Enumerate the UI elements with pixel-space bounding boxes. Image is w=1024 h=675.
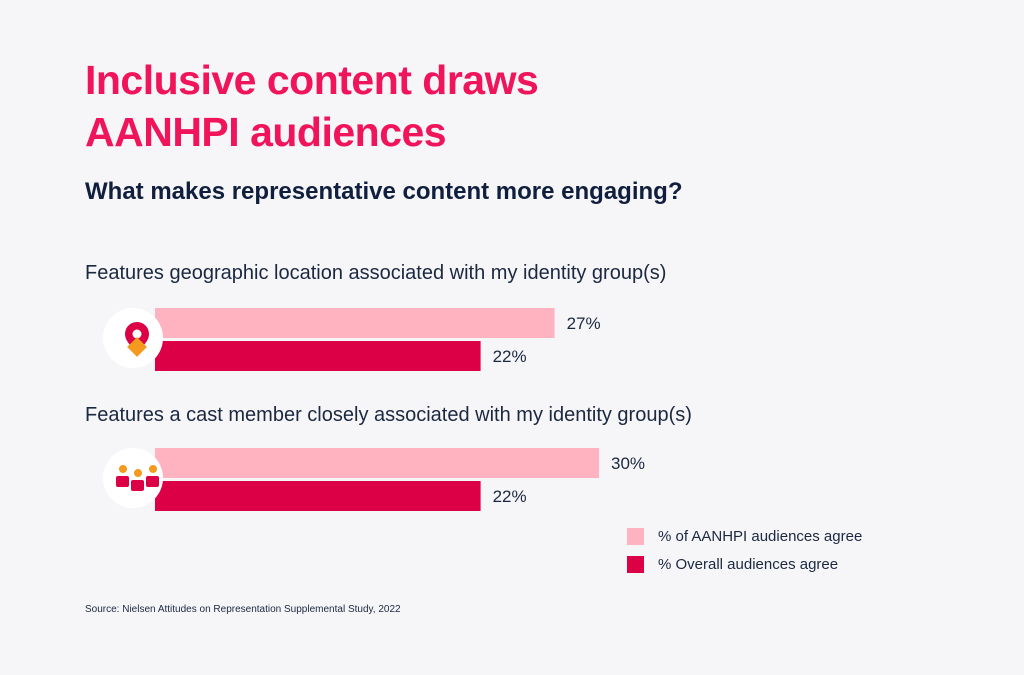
legend-item-overall: % Overall audiences agree bbox=[627, 550, 862, 578]
bar-cast-member-overall bbox=[155, 481, 481, 511]
bars-layer: 27% 22% 30% 22% bbox=[155, 308, 645, 511]
value-label-geographic-aanhpi: 27% bbox=[567, 314, 601, 333]
legend-swatch-overall bbox=[627, 555, 644, 573]
chart-subtitle: What makes representative content more e… bbox=[85, 178, 683, 205]
value-label-geographic-overall: 22% bbox=[493, 347, 527, 366]
title-line-1: Inclusive content draws bbox=[85, 57, 539, 103]
bar-cast-member-aanhpi bbox=[155, 448, 599, 478]
legend-label-overall: % Overall audiences agree bbox=[658, 555, 839, 573]
value-label-cast-member-overall: 22% bbox=[493, 487, 527, 506]
people-group-icon bbox=[103, 448, 163, 508]
category-label-geographic: Features geographic location associated … bbox=[85, 262, 667, 284]
source-note: Source: Nielsen Attitudes on Representat… bbox=[85, 604, 401, 615]
location-pin-icon bbox=[103, 308, 163, 368]
category-label-cast-member: Features a cast member closely associate… bbox=[85, 404, 692, 426]
value-label-cast-member-aanhpi: 30% bbox=[611, 454, 645, 473]
chart-title: Inclusive content draws AANHPI audiences bbox=[85, 54, 785, 158]
title-line-2: AANHPI audiences bbox=[85, 109, 447, 155]
legend-item-aanhpi: % of AANHPI audiences agree bbox=[627, 522, 862, 550]
legend-swatch-aanhpi bbox=[627, 527, 644, 545]
bar-geographic-overall bbox=[155, 341, 481, 371]
legend: % of AANHPI audiences agree % Overall au… bbox=[627, 522, 862, 578]
legend-label-aanhpi: % of AANHPI audiences agree bbox=[658, 527, 863, 545]
bar-geographic-aanhpi bbox=[155, 308, 555, 338]
